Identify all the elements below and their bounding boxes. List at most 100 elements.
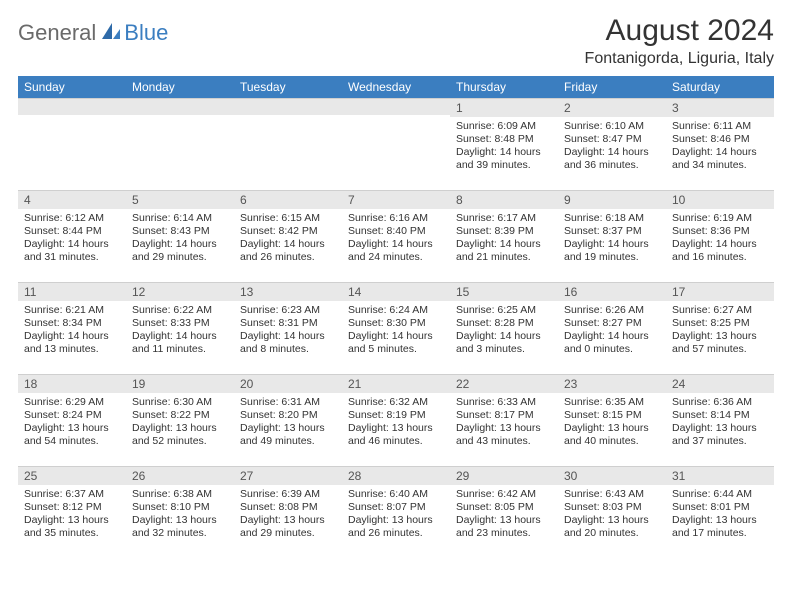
location-subtitle: Fontanigorda, Liguria, Italy (585, 50, 774, 68)
calendar-week-row: 25Sunrise: 6:37 AMSunset: 8:12 PMDayligh… (18, 466, 774, 558)
sunrise-text: Sunrise: 6:32 AM (348, 396, 444, 409)
day-number: 2 (558, 98, 666, 117)
calendar-day-cell: 9Sunrise: 6:18 AMSunset: 8:37 PMDaylight… (558, 190, 666, 282)
daylight2-text: and 49 minutes. (240, 435, 336, 448)
calendar-day-cell: 2 Sunrise: 6:10 AMSunset: 8:47 PMDaylight… (558, 98, 666, 190)
daylight2-text: and 3 minutes. (456, 343, 552, 356)
weekday-header: Thursday (450, 76, 558, 98)
day-number: 24 (666, 374, 774, 393)
logo: General Blue (18, 20, 168, 46)
sunset-text: Sunset: 8:19 PM (348, 409, 444, 422)
day-details: Sunrise: 6:11 AMSunset: 8:46 PMDaylight:… (666, 117, 774, 178)
sunrise-text: Sunrise: 6:17 AM (456, 212, 552, 225)
daylight2-text: and 26 minutes. (240, 251, 336, 264)
day-details: Sunrise: 6:44 AMSunset: 8:01 PMDaylight:… (666, 485, 774, 546)
daylight1-text: Daylight: 14 hours (132, 330, 228, 343)
daylight1-text: Daylight: 13 hours (672, 330, 768, 343)
calendar-day-cell: 5Sunrise: 6:14 AMSunset: 8:43 PMDaylight… (126, 190, 234, 282)
daylight2-text: and 19 minutes. (564, 251, 660, 264)
sunset-text: Sunset: 8:39 PM (456, 225, 552, 238)
day-details: Sunrise: 6:37 AMSunset: 8:12 PMDaylight:… (18, 485, 126, 546)
sunrise-text: Sunrise: 6:38 AM (132, 488, 228, 501)
calendar-day-cell (342, 98, 450, 190)
day-details: Sunrise: 6:26 AMSunset: 8:27 PMDaylight:… (558, 301, 666, 362)
calendar-week-row: 11 Sunrise: 6:21 AMSunset: 8:34 PM Dayligh… (18, 282, 774, 374)
sunrise-text: Sunrise: 6:21 AM (24, 304, 120, 317)
calendar-body: 1Sunrise: 6:09 AMSunset: 8:48 PMDaylight… (18, 98, 774, 558)
calendar-day-cell: 12Sunrise: 6:22 AMSunset: 8:33 PMDayligh… (126, 282, 234, 374)
day-details: Sunrise: 6:23 AMSunset: 8:31 PMDaylight:… (234, 301, 342, 362)
day-number: 11 (18, 282, 126, 301)
sunset-text: Sunset: 8:37 PM (564, 225, 660, 238)
day-details: Sunrise: 6:16 AMSunset: 8:40 PMDaylight:… (342, 209, 450, 270)
sunset-text: Sunset: 8:15 PM (564, 409, 660, 422)
day-number: 17 (666, 282, 774, 301)
day-details: Sunrise: 6:30 AMSunset: 8:22 PMDaylight:… (126, 393, 234, 454)
calendar-day-cell: 29Sunrise: 6:42 AMSunset: 8:05 PMDayligh… (450, 466, 558, 558)
sunset-text: Sunset: 8:43 PM (132, 225, 228, 238)
weekday-header: Wednesday (342, 76, 450, 98)
daylight2-text: and 37 minutes. (672, 435, 768, 448)
sunset-text: Sunset: 8:47 PM (564, 133, 660, 146)
day-number: 14 (342, 282, 450, 301)
daylight2-text: and 21 minutes. (456, 251, 552, 264)
calendar-day-cell (126, 98, 234, 190)
day-number: 31 (666, 466, 774, 485)
day-number: 28 (342, 466, 450, 485)
day-number: 26 (126, 466, 234, 485)
day-details: Sunrise: 6:36 AMSunset: 8:14 PMDaylight:… (666, 393, 774, 454)
daylight1-text: Daylight: 14 hours (348, 330, 444, 343)
calendar-day-cell: 16Sunrise: 6:26 AMSunset: 8:27 PMDayligh… (558, 282, 666, 374)
sunset-text: Sunset: 8:31 PM (240, 317, 336, 330)
sunrise-text: Sunrise: 6:16 AM (348, 212, 444, 225)
logo-text-blue: Blue (124, 20, 168, 46)
daylight1-text: Daylight: 14 hours (564, 330, 660, 343)
daylight2-text: and 34 minutes. (672, 159, 768, 172)
sunrise-text: Sunrise: 6:14 AM (132, 212, 228, 225)
daylight2-text: and 0 minutes. (564, 343, 660, 356)
sunrise-text: Sunrise: 6:40 AM (348, 488, 444, 501)
sunset-text: Sunset: 8:03 PM (564, 501, 660, 514)
daylight2-text: and 31 minutes. (24, 251, 120, 264)
sunset-text: Sunset: 8:20 PM (240, 409, 336, 422)
day-number: 6 (234, 190, 342, 209)
daylight2-text: and 29 minutes. (132, 251, 228, 264)
weekday-header: Monday (126, 76, 234, 98)
calendar-day-cell: 14Sunrise: 6:24 AMSunset: 8:30 PMDayligh… (342, 282, 450, 374)
day-details: Sunrise: 6:43 AMSunset: 8:03 PMDaylight:… (558, 485, 666, 546)
day-details: Sunrise: 6:17 AMSunset: 8:39 PMDaylight:… (450, 209, 558, 270)
day-number: 15 (450, 282, 558, 301)
sunrise-text: Sunrise: 6:42 AM (456, 488, 552, 501)
day-number: 21 (342, 374, 450, 393)
sunset-text: Sunset: 8:27 PM (564, 317, 660, 330)
sunrise-text: Sunrise: 6:10 AM (564, 120, 660, 133)
calendar-day-cell: 11Sunrise: 6:21 AMSunset: 8:34 PMDayligh… (18, 282, 126, 374)
daylight1-text: Daylight: 14 hours (348, 238, 444, 251)
sunset-text: Sunset: 8:33 PM (132, 317, 228, 330)
sunrise-text: Sunrise: 6:15 AM (240, 212, 336, 225)
daylight2-text: and 13 minutes. (24, 343, 120, 356)
day-details: Sunrise: 6:15 AMSunset: 8:42 PMDaylight:… (234, 209, 342, 270)
sunset-text: Sunset: 8:34 PM (24, 317, 120, 330)
calendar-day-cell: 18Sunrise: 6:29 AMSunset: 8:24 PMDayligh… (18, 374, 126, 466)
day-details: Sunrise: 6:14 AMSunset: 8:43 PMDaylight:… (126, 209, 234, 270)
daylight2-text: and 35 minutes. (24, 527, 120, 540)
logo-text-general: General (18, 20, 96, 46)
sunrise-text: Sunrise: 6:25 AM (456, 304, 552, 317)
sunset-text: Sunset: 8:14 PM (672, 409, 768, 422)
sunset-text: Sunset: 8:05 PM (456, 501, 552, 514)
calendar-day-cell: 10Sunrise: 6:19 AMSunset: 8:36 PMDayligh… (666, 190, 774, 282)
daylight1-text: Daylight: 14 hours (564, 146, 660, 159)
daylight1-text: Daylight: 13 hours (456, 514, 552, 527)
sunrise-text: Sunrise: 6:29 AM (24, 396, 120, 409)
daylight1-text: Daylight: 13 hours (240, 514, 336, 527)
day-details: Sunrise: 6:40 AMSunset: 8:07 PMDaylight:… (342, 485, 450, 546)
day-number: 7 (342, 190, 450, 209)
calendar-day-cell: 17Sunrise: 6:27 AMSunset: 8:25 PMDayligh… (666, 282, 774, 374)
weekday-header: Sunday (18, 76, 126, 98)
day-details: Sunrise: 6:31 AMSunset: 8:20 PMDaylight:… (234, 393, 342, 454)
daylight1-text: Daylight: 13 hours (132, 422, 228, 435)
daylight1-text: Daylight: 14 hours (672, 238, 768, 251)
sunrise-text: Sunrise: 6:36 AM (672, 396, 768, 409)
daylight1-text: Daylight: 14 hours (240, 238, 336, 251)
